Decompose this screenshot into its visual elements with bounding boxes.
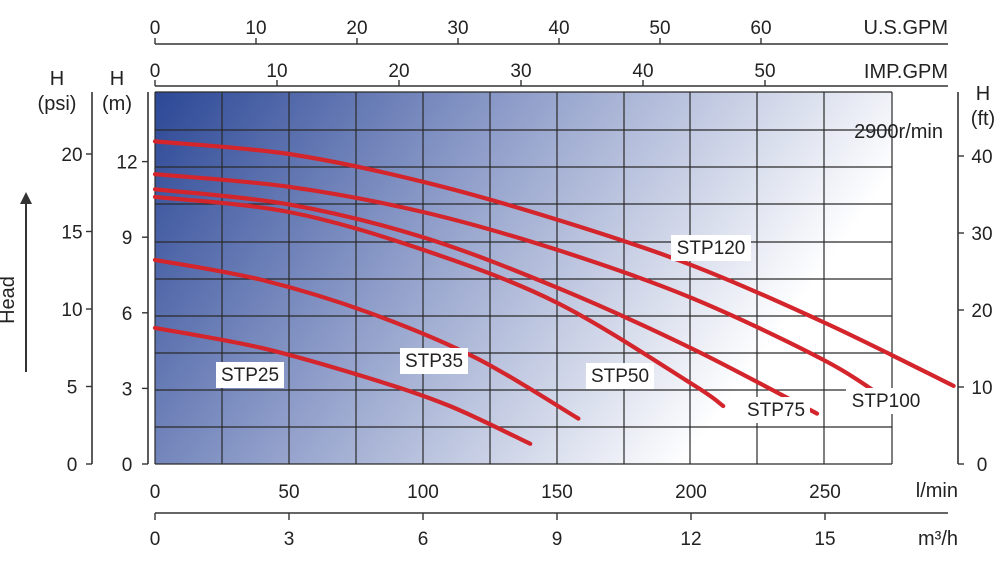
axes: [86, 38, 964, 520]
curve-stp25: [152, 325, 533, 446]
series-label-box: [846, 388, 926, 414]
usgpm-tick-label: 0: [150, 18, 161, 39]
lmin-tick-label: 250: [809, 482, 841, 503]
psi-axis-label-unit: (psi): [38, 93, 77, 115]
impgpm-tick-label: 0: [150, 61, 161, 82]
usgpm-tick-label: 10: [245, 18, 266, 39]
psi-axis-label-h: H: [50, 68, 64, 90]
ft-axis-label-unit: (ft): [971, 108, 995, 130]
ft-tick-label: 30: [971, 224, 992, 245]
m-tick-label: 3: [122, 379, 133, 400]
usgpm-tick-label: 20: [346, 18, 367, 39]
m3h-tick-label: 0: [150, 529, 161, 550]
series-label-stp50: STP50: [591, 366, 649, 387]
curve-stp35: [152, 257, 581, 421]
m3h-tick-label: 9: [552, 529, 563, 550]
ft-tick-label: 20: [971, 301, 992, 322]
ft-tick-label: 10: [971, 378, 992, 399]
m3h-tick-label: 12: [680, 529, 701, 550]
m-tick-label: 0: [122, 455, 133, 476]
usgpm-tick-label: 30: [447, 18, 468, 39]
m-tick-label: 12: [116, 153, 137, 174]
psi-tick-label: 15: [61, 223, 82, 244]
series-label-stp75: STP75: [747, 400, 805, 421]
impgpm-tick-label: 20: [388, 61, 409, 82]
series-label-box: [586, 363, 654, 389]
speed-label: 2900r/min: [854, 121, 943, 143]
psi-tick-label: 20: [61, 145, 82, 166]
lmin-tick-label: 50: [278, 482, 299, 503]
series-labels: STP25 STP35 STP50 STP75 STP100 STP120: [216, 235, 926, 423]
curve-stp120: [152, 139, 956, 388]
series-label-stp35: STP35: [405, 351, 463, 372]
impgpm-tick-label: 50: [754, 61, 775, 82]
usgpm-axis-label: U.S.GPM: [864, 17, 948, 39]
series-label-box: [216, 362, 284, 388]
lmin-tick-label: 0: [150, 482, 161, 503]
head-label: Head: [0, 276, 19, 324]
impgpm-tick-label: 10: [266, 61, 287, 82]
ft-tick-label: 40: [971, 147, 992, 168]
psi-tick-label: 0: [67, 455, 78, 476]
series-label-stp100: STP100: [852, 391, 921, 412]
pump-curves: [152, 139, 956, 446]
m-axis-label-unit: (m): [102, 93, 132, 115]
m3h-tick-label: 3: [284, 529, 295, 550]
m3h-tick-label: 6: [418, 529, 429, 550]
lmin-tick-label: 200: [675, 482, 707, 503]
curve-stp100: [152, 172, 895, 406]
series-label-box: [742, 397, 810, 423]
m3h-axis-label: m³/h: [918, 528, 958, 550]
m3h-tick-label: 15: [814, 529, 835, 550]
usgpm-tick-label: 50: [649, 18, 670, 39]
tick-labels: 0 10 20 30 40 50 600 10 20 30 40 500 50 100 150 200 2500…: [61, 18, 992, 550]
curve-stp50: [152, 194, 726, 409]
impgpm-tick-label: 40: [632, 61, 653, 82]
series-label-box: [671, 235, 751, 261]
ft-axis-label-h: H: [976, 83, 990, 105]
lmin-tick-label: 100: [407, 482, 439, 503]
psi-tick-label: 10: [61, 300, 82, 321]
ft-tick-label: 0: [977, 455, 988, 476]
psi-tick-label: 5: [67, 378, 78, 399]
m-axis-label-h: H: [110, 68, 124, 90]
curve-stp75: [152, 187, 820, 416]
m-tick-label: 6: [122, 304, 133, 325]
series-label-stp25: STP25: [221, 365, 279, 386]
lmin-axis-label: l/min: [916, 480, 958, 502]
impgpm-axis-label: IMP.GPM: [864, 61, 948, 83]
lmin-tick-label: 150: [541, 482, 573, 503]
impgpm-tick-label: 30: [510, 61, 531, 82]
series-label-stp120: STP120: [677, 238, 746, 259]
usgpm-tick-label: 40: [548, 18, 569, 39]
usgpm-tick-label: 60: [750, 18, 771, 39]
m-tick-label: 9: [122, 228, 133, 249]
series-label-box: [400, 348, 468, 374]
